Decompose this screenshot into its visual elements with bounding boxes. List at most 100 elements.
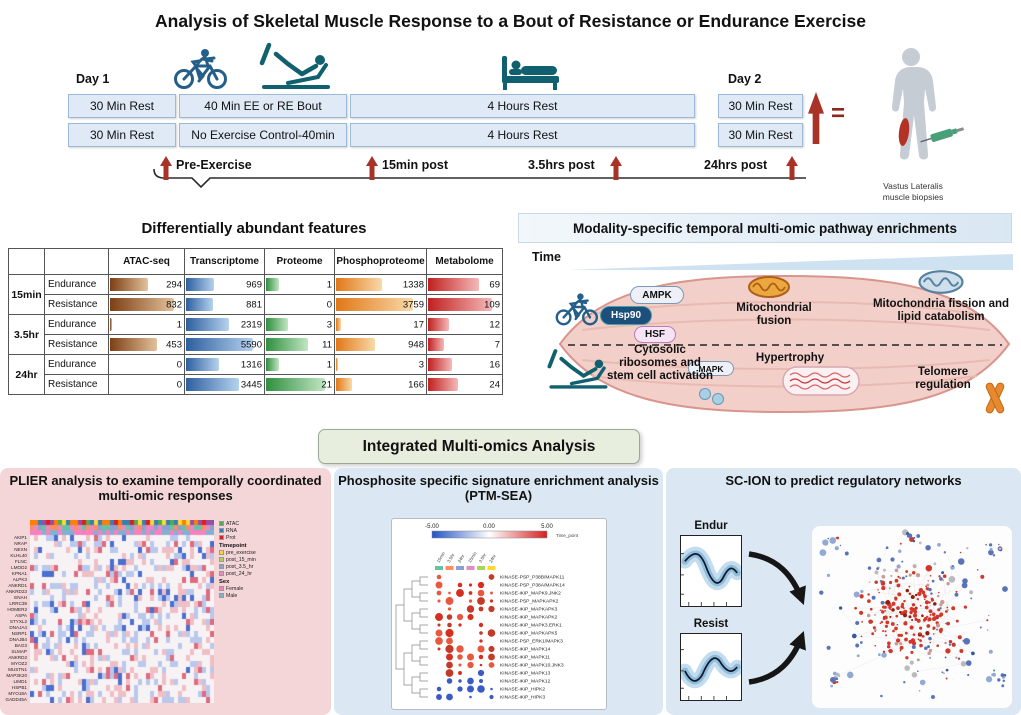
highlighted-muscle <box>898 118 910 146</box>
feature-bar <box>428 338 445 351</box>
features-condition-label: Resistance <box>44 334 109 355</box>
gene-label: MAP3K20 <box>6 673 27 678</box>
feature-bar <box>110 298 174 311</box>
svg-text:KINASE-PSP_P38B/MAPK11: KINASE-PSP_P38B/MAPK11 <box>500 575 565 581</box>
flow-arrows <box>748 551 806 685</box>
hypertrophy-label: Hypertrophy <box>755 352 825 364</box>
svg-text:KINASE-iKiP_HIPK2: KINASE-iKiP_HIPK2 <box>500 687 545 693</box>
feature-count: 16 <box>489 359 500 370</box>
legend-item: ATAC <box>219 520 329 527</box>
features-value-cell: 7 <box>426 334 503 355</box>
svg-text:KINASE-iKiP_MAPK10.JNK3: KINASE-iKiP_MAPK10.JNK3 <box>500 663 564 669</box>
gene-label: NEXN <box>14 547 27 552</box>
legend-label: pre_exercise <box>226 549 256 556</box>
svg-text:KINASE-iKiP_MAPK14: KINASE-iKiP_MAPK14 <box>500 647 551 653</box>
feature-bar <box>336 378 353 391</box>
scion-panel: SC-ION to predict regulatory networks En… <box>666 468 1021 715</box>
svg-text:KINASE-PSP_P38A/MAPK14: KINASE-PSP_P38A/MAPK14 <box>500 583 565 589</box>
features-row: Resistance 0 3445 21 166 24 <box>9 374 503 395</box>
legend-item: post_15_min <box>219 556 329 563</box>
legend-label: post_24_hr <box>226 570 252 577</box>
feature-count: 17 <box>413 319 424 330</box>
features-col-header <box>8 248 45 275</box>
feature-count: 294 <box>166 279 182 290</box>
features-table: ATAC-seq Transcriptome Proteome Phosphoprot… <box>8 248 503 395</box>
gene-label: ANKRD1 <box>8 583 27 588</box>
features-value-cell: 11 <box>264 334 335 355</box>
bed-rest-icon <box>502 56 559 90</box>
feature-count: 21 <box>321 379 332 390</box>
legend-item: Prot <box>219 534 329 541</box>
plier-legend: ATAC RNA Prot Timepoint pre_exercise post_15_… <box>219 520 329 599</box>
equals-sign: = <box>831 100 846 127</box>
feature-bar <box>186 358 219 371</box>
svg-text:KINASE-iKiP_MAPK12: KINASE-iKiP_MAPK12 <box>500 679 551 685</box>
leg-press-icon <box>258 42 333 90</box>
features-value-cell: 1316 <box>184 354 265 375</box>
gene-label: MYO18A <box>8 691 27 696</box>
feature-count: 69 <box>489 279 500 290</box>
legend-swatch <box>219 593 224 598</box>
legend-swatch <box>219 550 224 555</box>
svg-text:24hr: 24hr <box>488 553 497 563</box>
gene-label: HOMER2 <box>7 607 27 612</box>
feature-bar <box>428 298 492 311</box>
features-value-cell: 21 <box>264 374 335 395</box>
features-value-cell: 832 <box>108 294 185 315</box>
feature-bar <box>266 278 279 291</box>
timeline-box-rest-day1-a: 30 Min Rest <box>68 94 176 118</box>
feature-count: 3 <box>418 359 424 370</box>
features-value-cell: 1 <box>108 314 185 335</box>
features-section-title: Differentially abundant features <box>141 220 367 237</box>
feature-count: 166 <box>408 379 424 390</box>
feature-bar <box>336 358 339 371</box>
gene-label: ASPA <box>15 613 27 618</box>
feature-count: 969 <box>246 279 262 290</box>
features-value-cell: 166 <box>334 374 427 395</box>
features-col-header: ATAC-seq <box>108 248 185 275</box>
features-value-cell: 948 <box>334 334 427 355</box>
features-condition-label: Endurance <box>44 274 109 295</box>
feature-bar <box>336 278 383 291</box>
day2-label: Day 2 <box>728 72 762 86</box>
feature-bar <box>266 378 325 391</box>
features-value-cell: 881 <box>184 294 265 315</box>
features-value-cell: 17 <box>334 314 427 335</box>
legend-swatch <box>219 586 224 591</box>
ptmsea-title: Phosphosite specific signature enrichmen… <box>338 473 659 504</box>
legend-label: post_15_min <box>226 556 256 563</box>
mitochondria-icon <box>748 276 790 298</box>
legend-swatch <box>219 535 224 540</box>
features-value-cell: 0 <box>264 294 335 315</box>
page-title: Analysis of Skeletal Muscle Response to … <box>155 11 866 31</box>
post3-5-arrow-icon <box>610 156 622 180</box>
plier-title: PLIER analysis to examine temporally coo… <box>9 473 322 504</box>
feature-count: 12 <box>489 319 500 330</box>
features-row: 24hr Endurance 0 1316 1 3 16 <box>8 354 503 395</box>
features-time-label: 3.5hr <box>8 314 45 355</box>
svg-text:0.00: 0.00 <box>483 524 495 530</box>
mito-fusion-label: Mitochondrial fusion <box>736 302 812 327</box>
features-time-label: 24hr <box>8 354 45 395</box>
features-value-cell: 3 <box>264 314 335 335</box>
muscle-fiber-icon <box>782 366 860 396</box>
legend-item: post_24_hr <box>219 570 329 577</box>
mito-fission-label: Mitochondria fission and lipid catabolis… <box>872 298 1010 323</box>
features-value-cell: 453 <box>108 334 185 355</box>
features-value-cell: 3759 <box>334 294 427 315</box>
features-value-cell: 24 <box>426 374 503 395</box>
feature-count: 0 <box>176 359 182 370</box>
features-value-cell: 294 <box>108 274 185 295</box>
gene-label: LRRC39 <box>9 601 27 606</box>
features-value-cell: 1 <box>264 354 335 375</box>
time-wedge <box>568 254 1013 270</box>
features-value-cell: 1338 <box>334 274 427 295</box>
feature-count: 948 <box>408 339 424 350</box>
features-value-cell: 109 <box>426 294 503 315</box>
features-value-cell: 16 <box>426 354 503 375</box>
leg-press-icon-small <box>547 349 608 389</box>
time-axis-label: Time <box>532 250 561 264</box>
gene-label: MYOZ2 <box>11 661 27 666</box>
ptmsea-panel: Phosphosite specific signature enrichmen… <box>334 468 663 715</box>
feature-bar <box>186 318 230 331</box>
